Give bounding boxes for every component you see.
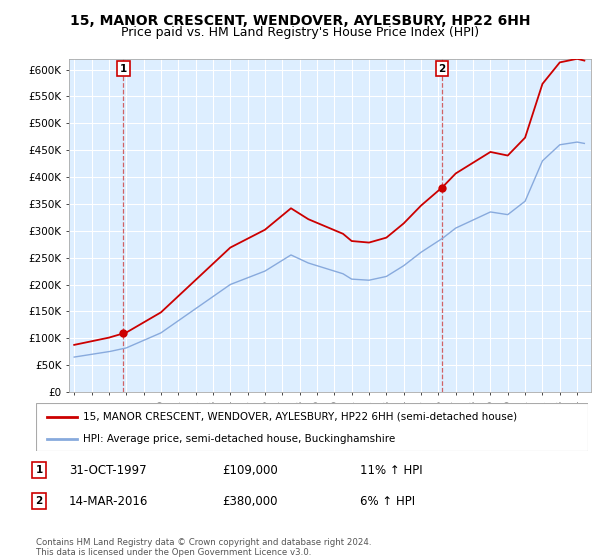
Text: 2: 2 xyxy=(35,496,43,506)
Text: £380,000: £380,000 xyxy=(222,494,277,508)
Text: 14-MAR-2016: 14-MAR-2016 xyxy=(69,494,148,508)
Text: Contains HM Land Registry data © Crown copyright and database right 2024.
This d: Contains HM Land Registry data © Crown c… xyxy=(36,538,371,557)
Text: 6% ↑ HPI: 6% ↑ HPI xyxy=(360,494,415,508)
Text: £109,000: £109,000 xyxy=(222,464,278,477)
Text: Price paid vs. HM Land Registry's House Price Index (HPI): Price paid vs. HM Land Registry's House … xyxy=(121,26,479,39)
Text: 15, MANOR CRESCENT, WENDOVER, AYLESBURY, HP22 6HH: 15, MANOR CRESCENT, WENDOVER, AYLESBURY,… xyxy=(70,14,530,28)
FancyBboxPatch shape xyxy=(36,403,588,451)
Text: 2: 2 xyxy=(438,64,445,74)
Text: 15, MANOR CRESCENT, WENDOVER, AYLESBURY, HP22 6HH (semi-detached house): 15, MANOR CRESCENT, WENDOVER, AYLESBURY,… xyxy=(83,412,517,422)
Text: 11% ↑ HPI: 11% ↑ HPI xyxy=(360,464,422,477)
Text: 31-OCT-1997: 31-OCT-1997 xyxy=(69,464,146,477)
Text: 1: 1 xyxy=(119,64,127,74)
Text: 1: 1 xyxy=(35,465,43,475)
Text: HPI: Average price, semi-detached house, Buckinghamshire: HPI: Average price, semi-detached house,… xyxy=(83,434,395,444)
